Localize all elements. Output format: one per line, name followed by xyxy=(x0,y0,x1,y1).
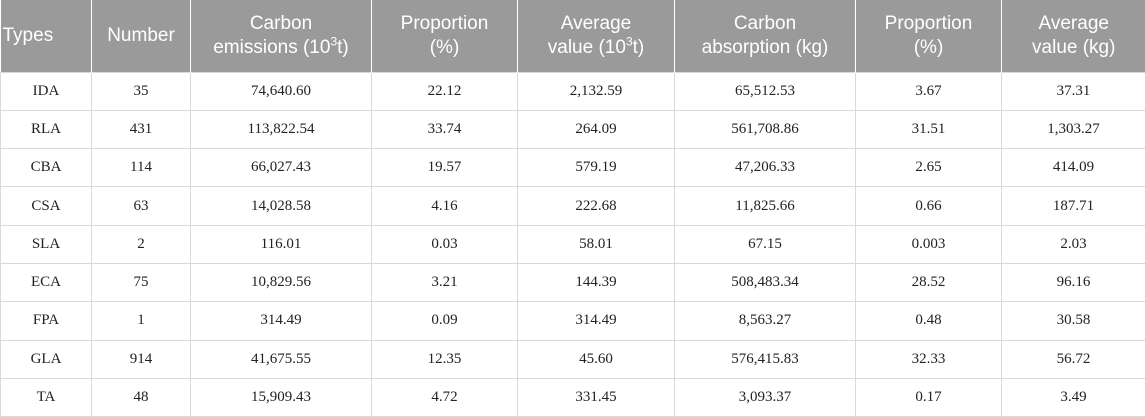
cell-type: FPA xyxy=(0,301,92,341)
cell-absorption-average: 37.31 xyxy=(1001,71,1145,111)
cell-emissions-average: 58.01 xyxy=(517,224,675,264)
cell-absorption-average: 30.58 xyxy=(1001,301,1145,341)
cell-number: 63 xyxy=(91,186,191,226)
cell-carbon-emissions: 66,027.43 xyxy=(190,148,372,188)
cell-absorption-proportion: 2.65 xyxy=(855,148,1002,188)
cell-emissions-proportion: 12.35 xyxy=(371,339,518,379)
table-row: CSA 63 14,028.58 4.16 222.68 11,825.66 0.66 187… xyxy=(0,186,1145,226)
cell-absorption-average: 1,303.27 xyxy=(1001,109,1145,150)
cell-type: ECA xyxy=(0,262,92,303)
header-emissions-proportion: Proportion (%) xyxy=(371,0,518,72)
table-row: CBA 114 66,027.43 19.57 579.19 47,206.33 2.65 4… xyxy=(0,148,1145,188)
cell-type: RLA xyxy=(0,109,92,150)
cell-carbon-emissions: 116.01 xyxy=(190,224,372,264)
cell-number: 35 xyxy=(91,71,191,111)
cell-emissions-proportion: 3.21 xyxy=(371,262,518,303)
cell-emissions-proportion: 22.12 xyxy=(371,71,518,111)
header-number: Number xyxy=(91,0,191,72)
cell-emissions-proportion: 0.03 xyxy=(371,224,518,264)
header-row: Types Number Carbon emissions (103t) Pro… xyxy=(0,0,1145,72)
cell-emissions-average: 45.60 xyxy=(517,339,675,379)
header-carbon-emissions: Carbon emissions (103t) xyxy=(190,0,372,72)
cell-carbon-emissions: 74,640.60 xyxy=(190,71,372,111)
cell-absorption-average: 187.71 xyxy=(1001,186,1145,226)
cell-number: 114 xyxy=(91,148,191,188)
table-row: SLA 2 116.01 0.03 58.01 67.15 0.003 2.03 xyxy=(0,224,1145,264)
cell-emissions-proportion: 0.09 xyxy=(371,301,518,341)
cell-emissions-average: 331.45 xyxy=(517,377,675,417)
table-row: FPA 1 314.49 0.09 314.49 8,563.27 0.48 30.58 xyxy=(0,301,1145,341)
cell-type: TA xyxy=(0,377,92,417)
cell-carbon-absorption: 67.15 xyxy=(674,224,856,264)
table-row: IDA 35 74,640.60 22.12 2,132.59 65,512.53 3.67… xyxy=(0,71,1145,111)
header-emissions-average: Average value (103t) xyxy=(517,0,675,72)
cell-absorption-proportion: 0.48 xyxy=(855,301,1002,341)
cell-carbon-absorption: 65,512.53 xyxy=(674,71,856,111)
cell-emissions-average: 314.49 xyxy=(517,301,675,341)
cell-emissions-average: 144.39 xyxy=(517,262,675,303)
table-row: GLA 914 41,675.55 12.35 45.60 576,415.83 32.33… xyxy=(0,339,1145,379)
cell-carbon-absorption: 3,093.37 xyxy=(674,377,856,417)
cell-type: CBA xyxy=(0,148,92,188)
cell-carbon-absorption: 11,825.66 xyxy=(674,186,856,226)
cell-absorption-proportion: 0.003 xyxy=(855,224,1002,264)
cell-carbon-emissions: 113,822.54 xyxy=(190,109,372,150)
cell-absorption-proportion: 32.33 xyxy=(855,339,1002,379)
cell-number: 48 xyxy=(91,377,191,417)
cell-carbon-emissions: 314.49 xyxy=(190,301,372,341)
cell-emissions-average: 264.09 xyxy=(517,109,675,150)
cell-carbon-absorption: 561,708.86 xyxy=(674,109,856,150)
cell-carbon-absorption: 47,206.33 xyxy=(674,148,856,188)
cell-absorption-proportion: 28.52 xyxy=(855,262,1002,303)
header-types: Types xyxy=(0,0,92,72)
cell-number: 2 xyxy=(91,224,191,264)
cell-number: 75 xyxy=(91,262,191,303)
cell-carbon-emissions: 41,675.55 xyxy=(190,339,372,379)
cell-carbon-absorption: 8,563.27 xyxy=(674,301,856,341)
cell-number: 914 xyxy=(91,339,191,379)
cell-number: 1 xyxy=(91,301,191,341)
cell-carbon-emissions: 15,909.43 xyxy=(190,377,372,417)
header-carbon-absorption: Carbon absorption (kg) xyxy=(674,0,856,72)
cell-absorption-proportion: 31.51 xyxy=(855,109,1002,150)
cell-absorption-average: 56.72 xyxy=(1001,339,1145,379)
cell-emissions-proportion: 4.72 xyxy=(371,377,518,417)
table-body: IDA 35 74,640.60 22.12 2,132.59 65,512.53 3.67… xyxy=(0,71,1145,417)
cell-carbon-absorption: 508,483.34 xyxy=(674,262,856,303)
cell-type: GLA xyxy=(0,339,92,379)
cell-absorption-average: 96.16 xyxy=(1001,262,1145,303)
cell-absorption-average: 2.03 xyxy=(1001,224,1145,264)
cell-absorption-proportion: 0.66 xyxy=(855,186,1002,226)
cell-carbon-absorption: 576,415.83 xyxy=(674,339,856,379)
cell-absorption-proportion: 3.67 xyxy=(855,71,1002,111)
cell-number: 431 xyxy=(91,109,191,150)
table-row: RLA 431 113,822.54 33.74 264.09 561,708.86 31.… xyxy=(0,109,1145,150)
cell-emissions-proportion: 4.16 xyxy=(371,186,518,226)
table-row: TA 48 15,909.43 4.72 331.45 3,093.37 0.17 3.49 xyxy=(0,377,1145,417)
cell-emissions-proportion: 33.74 xyxy=(371,109,518,150)
cell-emissions-average: 2,132.59 xyxy=(517,71,675,111)
cell-carbon-emissions: 14,028.58 xyxy=(190,186,372,226)
table-row: ECA 75 10,829.56 3.21 144.39 508,483.34 28.52 9… xyxy=(0,262,1145,303)
cell-type: CSA xyxy=(0,186,92,226)
header-absorption-average: Average value (kg) xyxy=(1001,0,1145,72)
cell-emissions-proportion: 19.57 xyxy=(371,148,518,188)
cell-absorption-proportion: 0.17 xyxy=(855,377,1002,417)
cell-emissions-average: 579.19 xyxy=(517,148,675,188)
cell-carbon-emissions: 10,829.56 xyxy=(190,262,372,303)
cell-emissions-average: 222.68 xyxy=(517,186,675,226)
cell-type: IDA xyxy=(0,71,92,111)
cell-type: SLA xyxy=(0,224,92,264)
cell-absorption-average: 414.09 xyxy=(1001,148,1145,188)
cell-absorption-average: 3.49 xyxy=(1001,377,1145,417)
header-absorption-proportion: Proportion (%) xyxy=(855,0,1002,72)
